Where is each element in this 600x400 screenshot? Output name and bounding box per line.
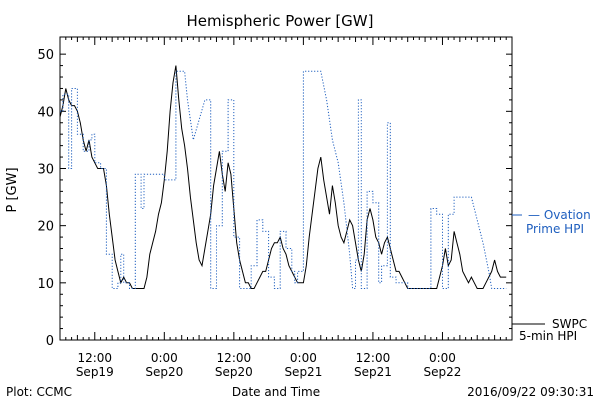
x-tick-label-time: 12:00 [77,351,112,365]
x-tick-label-time: 12:00 [217,351,252,365]
legend-ovation-label-2: Prime HPI [526,222,584,236]
x-tick-label-date: Sep21 [284,365,322,379]
y-tick-label: 0 [46,334,54,349]
x-tick-label-time: 0:00 [429,351,456,365]
series-ovation-line [60,70,507,289]
series-swpc-line [59,65,507,289]
y-tick-label: 20 [37,220,54,235]
x-tick-label-date: Sep21 [354,365,392,379]
y-axis-ticks: 0 10 20 30 40 50 [37,48,512,349]
x-axis-label: Date and Time [232,385,320,399]
x-axis-ticks: 12:00Sep190:00Sep2012:00Sep200:00Sep2112… [65,37,507,379]
footer-plot-credit: Plot: CCMC [6,385,72,399]
y-tick-label: 10 [37,277,54,292]
y-tick-label: 50 [37,48,54,63]
legend-ovation-label: — Ovation [528,208,591,222]
x-tick-label-time: 12:00 [356,351,391,365]
legend-swpc-label-2: 5-min HPI [519,329,577,343]
y-axis-label: P [GW] [5,167,20,212]
x-tick-label-date: Sep22 [424,365,462,379]
footer-timestamp: 2016/09/22 09:30:31 [467,385,594,399]
x-tick-label-date: Sep19 [76,365,114,379]
x-tick-label-time: 0:00 [151,351,178,365]
y-tick-label: 30 [37,162,54,177]
x-tick-label-time: 0:00 [290,351,317,365]
x-tick-label-date: Sep20 [145,365,183,379]
chart-title: Hemispheric Power [GW] [187,12,374,30]
legend-swpc-label: SWPC [552,317,587,331]
series-layer [59,65,507,289]
y-tick-label: 40 [37,105,54,120]
legend: — Ovation Prime HPI SWPC 5-min HPI [512,208,591,343]
plot-frame [59,36,513,341]
x-tick-label-date: Sep20 [215,365,253,379]
